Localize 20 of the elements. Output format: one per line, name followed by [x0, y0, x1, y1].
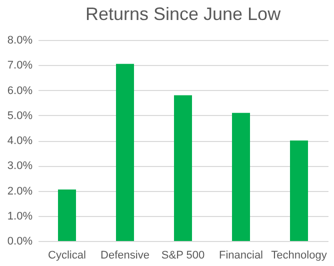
y-tick-label: 8.0% — [7, 34, 33, 46]
bar — [174, 95, 192, 241]
y-tick-label: 5.0% — [7, 110, 33, 122]
x-tick-label: Cyclical — [48, 250, 86, 262]
y-tick-label: 6.0% — [7, 84, 33, 97]
y-tick-label: 2.0% — [7, 185, 33, 198]
y-tick-label: 4.0% — [7, 135, 33, 147]
bar — [290, 140, 308, 241]
x-tick-label: Defensive — [100, 250, 150, 262]
x-tick-label: S&P 500 — [161, 250, 205, 262]
bar — [116, 64, 134, 241]
x-tick-label: Technology — [271, 250, 328, 262]
y-tick-label: 0.0% — [7, 236, 33, 248]
bar — [58, 189, 76, 241]
y-tick-label: 3.0% — [7, 160, 33, 172]
y-tick-label: 1.0% — [7, 210, 33, 222]
y-tick-label: 7.0% — [7, 60, 33, 72]
x-tick-label: Financial — [218, 250, 264, 262]
chart-title: Returns Since June Low — [85, 4, 282, 24]
bar — [232, 112, 250, 241]
